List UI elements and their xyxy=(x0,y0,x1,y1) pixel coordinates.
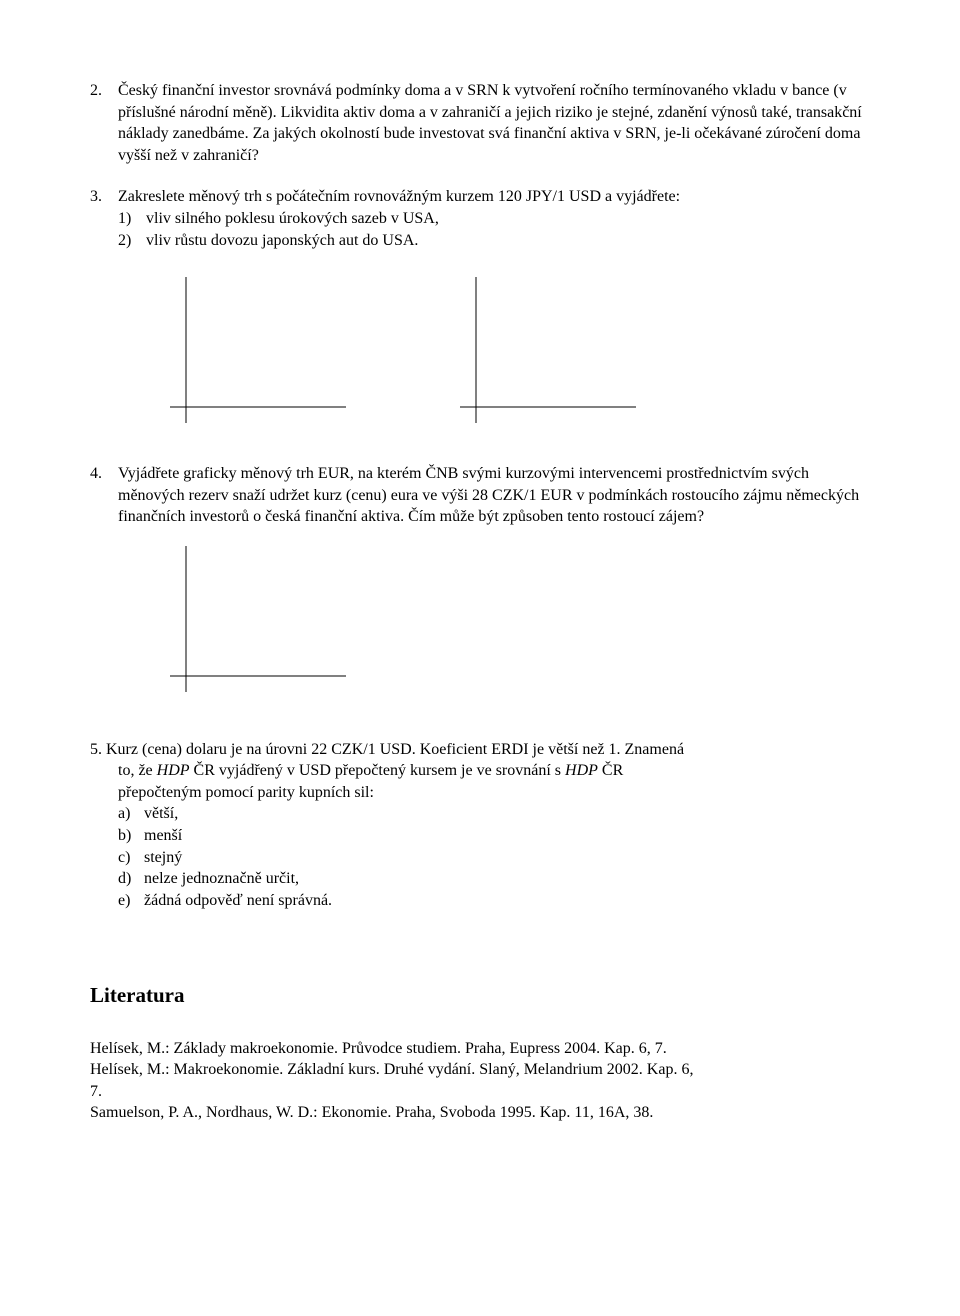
opt-c-label: c) xyxy=(118,847,144,869)
question-5-l2-c: ČR xyxy=(598,762,623,779)
blank-axes-3 xyxy=(150,542,350,702)
literature-line-1: Helísek, M.: Základy makroekonomie. Prův… xyxy=(90,1038,870,1060)
blank-axes-2 xyxy=(440,273,640,433)
question-5-l2-b: ČR vyjádřený v USD přepočtený kursem je … xyxy=(190,762,565,779)
question-4-text: Vyjádřete graficky měnový trh EUR, na kt… xyxy=(118,463,870,528)
opt-c-text: stejný xyxy=(144,847,870,869)
literature-line-2: Helísek, M.: Makroekonomie. Základní kur… xyxy=(90,1059,870,1081)
question-5-body: to, že HDP ČR vyjádřený v USD přepočtený… xyxy=(90,760,870,911)
opt-a-text: větší, xyxy=(144,803,870,825)
question-4-axes-wrap xyxy=(150,542,870,709)
question-3-sub-1: 1) vliv silného poklesu úrokových sazeb … xyxy=(118,208,870,230)
question-3-sub-1-text: vliv silného poklesu úrokových sazeb v U… xyxy=(146,208,870,230)
question-3-axes-row xyxy=(150,273,870,433)
question-3-sub-2: 2) vliv růstu dovozu japonských aut do U… xyxy=(118,230,870,252)
literature-line-3: 7. xyxy=(90,1081,870,1103)
question-3: 3. Zakreslete měnový trh s počátečním ro… xyxy=(90,186,870,251)
question-5-l2-hdp1: HDP xyxy=(157,762,190,779)
question-2-text: Český finanční investor srovnává podmínk… xyxy=(118,80,870,166)
opt-d-text: nelze jednoznačně určit, xyxy=(144,868,870,890)
question-2-number: 2. xyxy=(90,80,118,166)
opt-b-label: b) xyxy=(118,825,144,847)
spacer xyxy=(90,172,870,186)
question-5-l2-hdp2: HDP xyxy=(565,762,598,779)
question-5-l2-a: to, že xyxy=(118,762,157,779)
question-5-opt-e: e) žádná odpověď není správná. xyxy=(118,890,870,912)
literature-line-4: Samuelson, P. A., Nordhaus, W. D.: Ekono… xyxy=(90,1102,870,1124)
opt-b-text: menší xyxy=(144,825,870,847)
question-3-sub-2-num: 2) xyxy=(118,230,146,252)
opt-a-label: a) xyxy=(118,803,144,825)
question-3-number: 3. xyxy=(90,186,118,251)
question-4: 4. Vyjádřete graficky měnový trh EUR, na… xyxy=(90,463,870,528)
question-5-line-3: přepočteným pomocí parity kupních sil: xyxy=(118,782,870,804)
literature-heading: Literatura xyxy=(90,981,870,1009)
question-3-sub-1-num: 1) xyxy=(118,208,146,230)
question-5-opt-b: b) menší xyxy=(118,825,870,847)
question-5-opt-a: a) větší, xyxy=(118,803,870,825)
opt-e-text: žádná odpověď není správná. xyxy=(144,890,870,912)
question-2: 2. Český finanční investor srovnává podm… xyxy=(90,80,870,166)
opt-e-label: e) xyxy=(118,890,144,912)
question-3-intro: Zakreslete měnový trh s počátečním rovno… xyxy=(118,186,870,208)
question-5-line-2: to, že HDP ČR vyjádřený v USD přepočtený… xyxy=(118,760,870,782)
question-5-opt-d: d) nelze jednoznačně určit, xyxy=(118,868,870,890)
blank-axes-1 xyxy=(150,273,350,433)
question-5-line-1: 5. Kurz (cena) dolaru je na úrovni 22 CZ… xyxy=(90,739,870,761)
question-3-sub-2-text: vliv růstu dovozu japonských aut do USA. xyxy=(146,230,870,252)
question-4-number: 4. xyxy=(90,463,118,528)
question-5: 5. Kurz (cena) dolaru je na úrovni 22 CZ… xyxy=(90,739,870,912)
question-3-body: Zakreslete měnový trh s počátečním rovno… xyxy=(118,186,870,251)
opt-d-label: d) xyxy=(118,868,144,890)
question-5-opt-c: c) stejný xyxy=(118,847,870,869)
